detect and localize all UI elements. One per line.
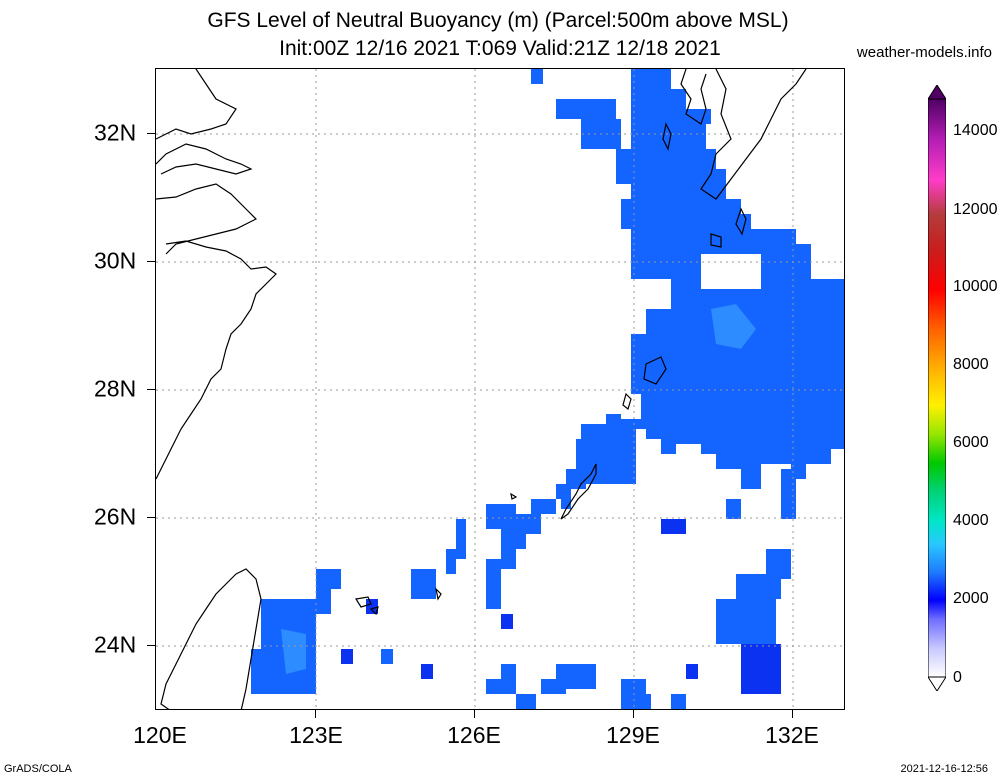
colorbar-label: 4000 xyxy=(953,512,989,529)
field-cell xyxy=(486,679,516,694)
y-tick-mark xyxy=(147,389,155,390)
field-dark-patches xyxy=(341,519,781,694)
field-light-patches xyxy=(281,304,756,674)
field-cell xyxy=(381,649,393,664)
coastline-tanegashima xyxy=(735,207,747,236)
y-tick-label: 28N xyxy=(94,375,137,402)
field-region-north xyxy=(446,69,844,609)
field-dark-patch xyxy=(341,649,353,664)
coastline-taiwan xyxy=(160,568,262,709)
coastline-tokunoshima xyxy=(622,392,632,411)
y-tick-mark xyxy=(147,645,155,646)
software-credit: GrADS/COLA xyxy=(4,763,72,775)
coastline-amami xyxy=(643,356,667,385)
graticule xyxy=(156,69,844,709)
x-tick-label: 120E xyxy=(133,722,187,748)
x-tick-label: 123E xyxy=(289,722,343,748)
x-tick-mark xyxy=(315,710,316,718)
colorbar-bottom-arrow xyxy=(928,676,946,691)
field-gap xyxy=(621,394,641,419)
y-tick-mark xyxy=(147,261,155,262)
colorbar-body xyxy=(928,98,946,678)
field-gap xyxy=(701,254,761,289)
map-title: GFS Level of Neutral Buoyancy (m) (Parce… xyxy=(207,9,789,32)
colorbar-label: 12000 xyxy=(953,201,998,218)
field-cell xyxy=(316,589,331,614)
colorbar-label: 8000 xyxy=(953,356,989,373)
field-dark-patch xyxy=(501,614,513,629)
coastline-korea xyxy=(680,69,707,125)
field-cell xyxy=(726,499,741,519)
x-tick-mark xyxy=(792,710,793,718)
coastline-yakushima xyxy=(710,233,722,248)
field-cell xyxy=(251,649,271,694)
colorbar-label: 14000 xyxy=(953,122,998,139)
coastline-tsushima xyxy=(662,122,672,151)
y-tick-label: 26N xyxy=(94,503,137,530)
field-cell xyxy=(781,469,796,519)
y-tick-label: 30N xyxy=(94,247,137,274)
field-cell xyxy=(556,664,596,689)
field-cell xyxy=(316,569,341,589)
colorbar-label: 2000 xyxy=(953,590,989,607)
coastlines xyxy=(156,69,807,709)
map-subtitle: Init:00Z 12/16 2021 T:069 Valid:21Z 12/1… xyxy=(279,37,721,60)
x-tick-label: 126E xyxy=(447,722,501,748)
coastline-kyushu xyxy=(700,69,807,200)
y-tick-mark xyxy=(147,133,155,134)
field-cell xyxy=(631,694,651,709)
field-cell xyxy=(531,69,543,84)
field-dark-patch xyxy=(421,664,433,679)
field-cell xyxy=(411,569,436,599)
y-tick-label: 24N xyxy=(94,631,137,658)
field-dark-patch xyxy=(661,519,686,534)
y-tick-label: 32N xyxy=(94,119,137,146)
field-cell xyxy=(556,99,616,119)
field-light-patch xyxy=(711,304,756,349)
map-plot-area xyxy=(155,68,845,710)
x-tick-label: 132E xyxy=(765,722,819,748)
field-dark-patch xyxy=(366,599,378,614)
field-dark-patch xyxy=(741,644,781,694)
field-cell xyxy=(516,694,536,709)
field-cell xyxy=(716,599,776,644)
colorbar-label: 6000 xyxy=(953,434,989,451)
field-cell xyxy=(736,574,781,599)
coastline-okinawa xyxy=(560,463,597,520)
field-dark-patch xyxy=(686,664,698,679)
site-credit: weather-models.info xyxy=(856,44,992,61)
field-cell xyxy=(671,694,686,709)
x-tick-mark xyxy=(633,710,634,718)
field-gap xyxy=(646,279,671,309)
coastline-kume xyxy=(510,492,518,500)
map-canvas xyxy=(156,69,844,709)
y-tick-mark xyxy=(147,517,155,518)
coastline-china xyxy=(156,69,277,480)
generation-timestamp: 2021-12-16-12:56 xyxy=(900,763,988,775)
coastline-miyako xyxy=(435,587,442,601)
field-light-patch xyxy=(281,629,306,674)
colorbar-label: 10000 xyxy=(953,278,998,295)
x-tick-label: 129E xyxy=(606,722,660,748)
colorbar-top-arrow xyxy=(928,85,946,100)
x-tick-mark xyxy=(474,710,475,718)
colorbar xyxy=(928,85,946,691)
colorbar-label: 0 xyxy=(953,669,962,686)
coastline-yaeyama xyxy=(355,596,379,616)
coastline-yangtze xyxy=(156,143,253,175)
field-cell xyxy=(616,149,631,184)
